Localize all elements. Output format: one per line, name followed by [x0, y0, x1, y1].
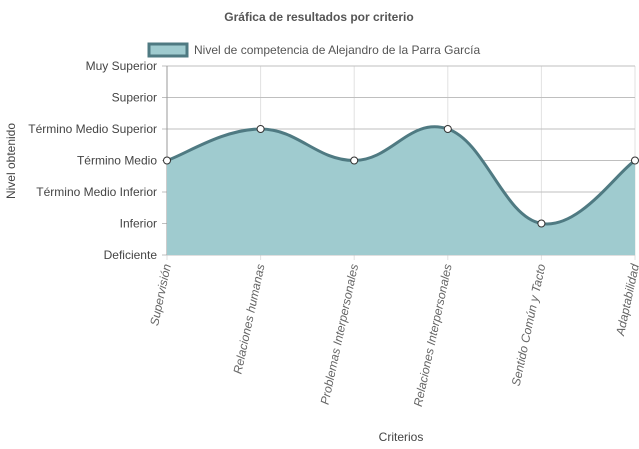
y-tick-label: Término Medio Superior — [28, 122, 157, 136]
y-tick-label: Término Medio Inferior — [36, 185, 157, 199]
x-tick-label: Sentido Común y Tacto — [509, 262, 549, 387]
y-axis-ticks: Deficiente Inferior Término Medio Inferior… — [28, 59, 157, 262]
y-tick-label: Término Medio — [77, 154, 157, 168]
series-line — [166, 125, 636, 226]
legend[interactable]: Nivel de competencia de Alejandro de la … — [147, 42, 480, 58]
series-area — [166, 125, 636, 255]
legend-label: Nivel de competencia de Alejandro de la … — [194, 43, 480, 57]
y-tick-label: Superior — [112, 91, 157, 105]
x-axis-ticks: Supervisión Relaciones humanas Problemas I… — [147, 262, 639, 407]
data-point[interactable] — [537, 219, 546, 228]
x-axis-title: Criterios — [379, 430, 424, 444]
y-tick-label: Muy Superior — [86, 59, 157, 73]
data-point[interactable] — [350, 156, 359, 165]
x-tick-label: Problemas Interpersonales — [318, 263, 362, 406]
series-fill — [167, 126, 635, 255]
legend-swatch — [147, 42, 189, 58]
series-points[interactable] — [163, 125, 639, 228]
y-tick-label: Deficiente — [104, 248, 158, 262]
data-point[interactable] — [631, 156, 639, 165]
y-axis-title: Nivel obtenido — [4, 123, 18, 199]
chart-title: Gráfica de resultados por criterio — [224, 10, 413, 24]
x-tick-label: Supervisión — [147, 262, 174, 327]
data-point[interactable] — [163, 156, 171, 165]
data-point[interactable] — [443, 125, 452, 133]
data-point[interactable] — [256, 125, 265, 133]
x-tick-label: Relaciones humanas — [231, 263, 268, 376]
x-tick-label: Adaptabilidad — [613, 262, 639, 337]
x-tick-label: Relaciones Interpersonales — [411, 263, 455, 408]
y-tick-label: Inferior — [120, 217, 157, 231]
